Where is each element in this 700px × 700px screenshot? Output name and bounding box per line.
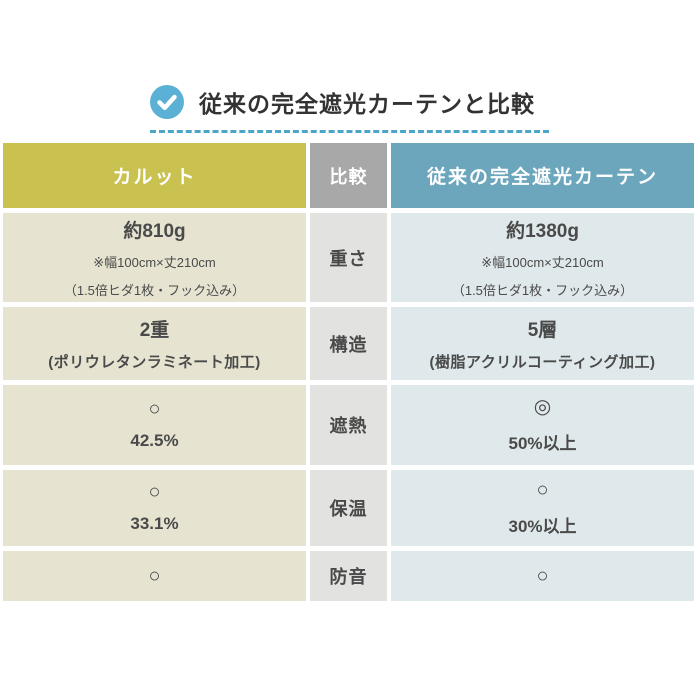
comparison-table: カルット 比較 従来の完全遮光カーテン 約810g ※幅100cm×丈210cm…: [3, 143, 694, 601]
weight-karutto-note1: ※幅100cm×丈210cm: [93, 255, 216, 270]
heatshield-conventional-value: 50%以上: [508, 433, 577, 453]
row-label-soundproof: 防音: [310, 551, 387, 601]
heatshield-conventional-mark: ◎: [533, 395, 552, 418]
heatshield-karutto-mark: ○: [148, 398, 161, 420]
structure-conventional-value: 5層: [527, 320, 558, 341]
structure-conventional-note: (樹脂アクリルコーティング加工): [429, 354, 656, 371]
heatretain-conventional-value: 30%以上: [508, 516, 577, 536]
soundproof-karutto-mark: ○: [148, 565, 161, 587]
heatretain-karutto-value: 33.1%: [130, 514, 179, 533]
section-title: 従来の完全遮光カーテンと比較: [150, 85, 549, 133]
cell-weight-conventional: 約1380g ※幅100cm×丈210cm （1.5倍ヒダ1枚・フック込み）: [391, 213, 694, 302]
weight-karutto-note2: （1.5倍ヒダ1枚・フック込み）: [63, 283, 246, 298]
cell-heatretain-conventional: ○ 30%以上: [391, 470, 694, 546]
heatshield-karutto-value: 42.5%: [130, 431, 179, 450]
cell-heatretain-karutto: ○ 33.1%: [3, 470, 306, 546]
heatretain-conventional-mark: ○: [536, 478, 549, 501]
header-karutto: カルット: [3, 143, 306, 208]
heatretain-karutto-mark: ○: [148, 481, 161, 503]
row-label-heatshield: 遮熱: [310, 385, 387, 465]
structure-karutto-value: 2重: [139, 320, 170, 341]
cell-structure-karutto: 2重 (ポリウレタンラミネート加工): [3, 307, 306, 380]
cell-soundproof-karutto: ○: [3, 551, 306, 601]
weight-conventional-value: 約1380g: [506, 221, 579, 242]
row-label-heatretain: 保温: [310, 470, 387, 546]
cell-structure-conventional: 5層 (樹脂アクリルコーティング加工): [391, 307, 694, 380]
check-circle-icon: [150, 85, 184, 119]
weight-conventional-note1: ※幅100cm×丈210cm: [481, 255, 604, 270]
weight-conventional-note2: （1.5倍ヒダ1枚・フック込み）: [451, 283, 634, 298]
row-label-weight: 重さ: [310, 213, 387, 302]
soundproof-conventional-mark: ○: [536, 565, 549, 587]
structure-karutto-note: (ポリウレタンラミネート加工): [48, 354, 261, 371]
cell-soundproof-conventional: ○: [391, 551, 694, 601]
section-title-text: 従来の完全遮光カーテンと比較: [199, 91, 535, 117]
cell-heatshield-karutto: ○ 42.5%: [3, 385, 306, 465]
header-compare: 比較: [310, 143, 387, 208]
cell-weight-karutto: 約810g ※幅100cm×丈210cm （1.5倍ヒダ1枚・フック込み）: [3, 213, 306, 302]
cell-heatshield-conventional: ◎ 50%以上: [391, 385, 694, 465]
header-conventional: 従来の完全遮光カーテン: [391, 143, 694, 208]
row-label-structure: 構造: [310, 307, 387, 380]
weight-karutto-value: 約810g: [123, 221, 186, 242]
